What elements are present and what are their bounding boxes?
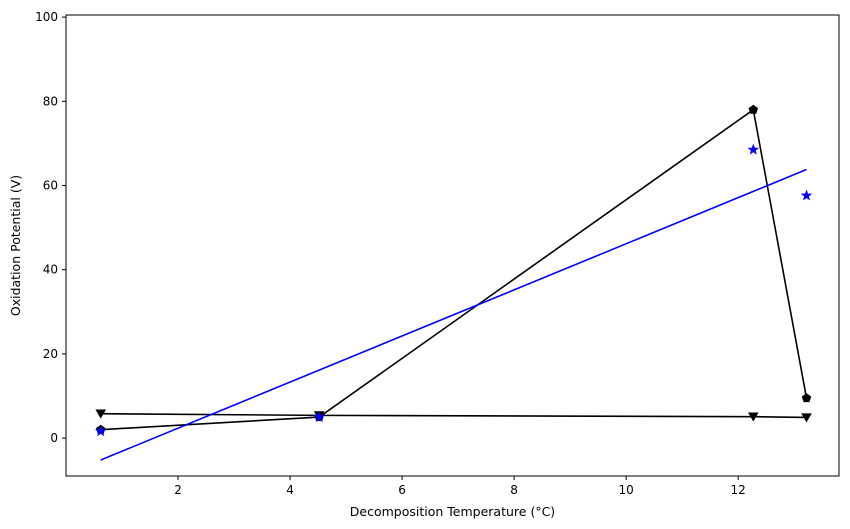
data-point	[313, 411, 325, 422]
data-point	[748, 104, 759, 114]
data-point	[747, 143, 760, 155]
x-tick-label: 6	[398, 483, 406, 497]
data-point	[747, 412, 759, 422]
x-tick-label: 8	[510, 483, 518, 497]
x-tick-label: 12	[731, 483, 746, 497]
series-3	[100, 168, 807, 461]
x-tick-label: 2	[174, 483, 182, 497]
y-tick-label: 80	[43, 94, 58, 108]
series-line	[100, 168, 807, 461]
series-1	[95, 409, 812, 423]
y-axis-label: Oxidation Potential (V)	[8, 175, 23, 316]
y-tick-label: 40	[43, 263, 58, 277]
data-point	[801, 413, 812, 423]
data-point	[94, 425, 107, 437]
series-0	[95, 104, 812, 434]
y-tick-label: 60	[43, 179, 58, 193]
plot-frame	[65, 14, 840, 477]
y-tick-label: 0	[50, 431, 58, 445]
x-axis-label: Decomposition Temperature (°C)	[350, 504, 555, 519]
x-tick-label: 4	[286, 483, 294, 497]
series-line	[100, 108, 808, 431]
x-axis: 2 4 6 8 10 12	[174, 476, 746, 497]
plot-area	[94, 104, 813, 461]
series-2	[94, 143, 813, 437]
x-tick-label: 10	[619, 483, 634, 497]
data-point	[800, 189, 813, 201]
data-point	[95, 409, 107, 419]
y-tick-label: 100	[35, 10, 58, 24]
y-tick-label: 20	[43, 347, 58, 361]
data-point	[801, 393, 812, 403]
y-axis: 0 20 40 60 80 100	[35, 10, 66, 445]
